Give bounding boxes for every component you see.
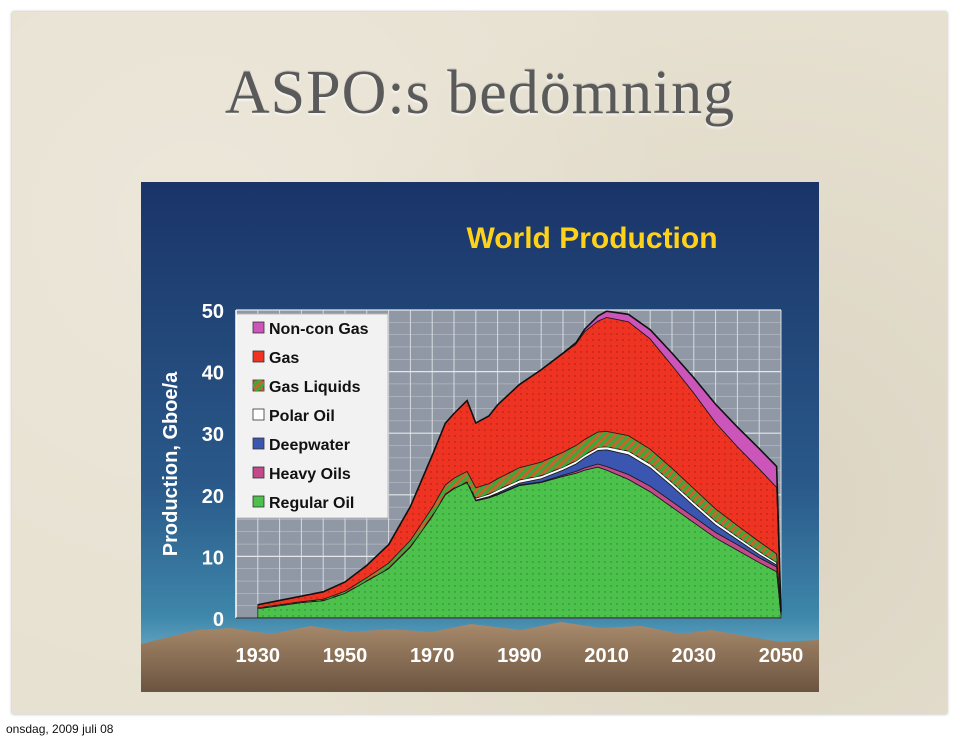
- chart-title: World Production: [466, 222, 717, 255]
- legend-label: Regular Oil: [269, 495, 354, 512]
- y-tick-label: 40: [202, 363, 224, 385]
- x-tick-label: 1970: [410, 645, 455, 667]
- legend-swatch: [252, 321, 265, 334]
- legend-swatch: [252, 408, 265, 421]
- chart-svg: World Production Non-con Gas Gas Gas Liqui…: [141, 182, 819, 692]
- x-tick-label: 1930: [236, 645, 280, 667]
- legend-label: Polar Oil: [269, 408, 335, 425]
- legend-swatch: [252, 350, 265, 363]
- slide-title: ASPO:s bedömning: [224, 59, 736, 127]
- legend-swatch-texture: [253, 380, 264, 391]
- footer-date: onsdag, 2009 juli 08: [6, 722, 114, 736]
- y-tick-label: 20: [202, 486, 224, 508]
- x-tick-label: 1950: [323, 645, 368, 667]
- y-tick-label: 10: [202, 547, 224, 569]
- area-gas-texture: [257, 317, 781, 614]
- x-tick-label: 2010: [584, 645, 629, 667]
- legend-label: Deepwater: [269, 437, 350, 454]
- legend-swatch: [252, 495, 265, 508]
- legend-label: Gas Liquids: [269, 379, 361, 396]
- y-axis-label: Production, Gboe/a: [160, 371, 182, 556]
- mountains-decoration: [141, 622, 819, 692]
- total-outline: [257, 310, 782, 612]
- legend-swatch: [252, 466, 265, 479]
- x-tick-label: 2030: [672, 645, 717, 667]
- area-gas-liquids-texture: [257, 431, 781, 614]
- legend-swatch: [252, 437, 265, 450]
- chart: World Production Non-con Gas Gas Gas Liqui…: [141, 182, 819, 692]
- legend: Non-con Gas Gas Gas Liquids Polar Oil Deepwa…: [235, 313, 389, 519]
- y-tick-label: 50: [202, 301, 224, 323]
- x-tick-label: 1990: [497, 645, 542, 667]
- x-tick-label: 2050: [759, 645, 804, 667]
- y-tick-label: 0: [213, 609, 224, 631]
- legend-label: Heavy Oils: [269, 466, 351, 483]
- legend-label: Gas: [269, 350, 299, 367]
- area-regular-oil-texture: [257, 467, 781, 618]
- y-tick-label: 30: [202, 424, 224, 446]
- legend-label: Non-con Gas: [269, 321, 369, 338]
